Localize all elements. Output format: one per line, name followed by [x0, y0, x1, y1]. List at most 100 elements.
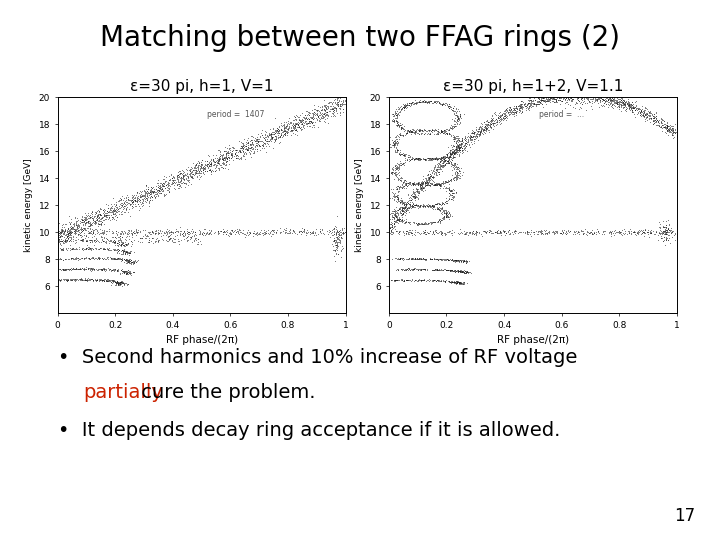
- Point: [426, 154, 438, 163]
- Point: [240, 144, 251, 153]
- Point: [386, 224, 397, 233]
- Point: [120, 255, 131, 264]
- Point: [55, 244, 66, 253]
- Point: [558, 226, 570, 234]
- Point: [424, 172, 436, 181]
- Point: [85, 223, 96, 232]
- Point: [418, 186, 429, 195]
- Point: [278, 118, 289, 126]
- Point: [120, 228, 131, 237]
- Point: [174, 226, 186, 235]
- Point: [602, 96, 613, 105]
- Point: [179, 228, 191, 237]
- Point: [456, 164, 467, 172]
- Point: [143, 188, 155, 197]
- Point: [516, 96, 527, 105]
- Point: [220, 227, 231, 235]
- Point: [413, 98, 424, 107]
- Point: [301, 116, 312, 125]
- Point: [443, 188, 454, 197]
- Point: [163, 176, 175, 184]
- Point: [424, 255, 436, 264]
- Point: [396, 183, 408, 192]
- Point: [267, 128, 279, 137]
- Point: [662, 126, 674, 135]
- Point: [107, 233, 118, 241]
- Point: [148, 191, 160, 199]
- Point: [125, 256, 137, 265]
- Point: [443, 158, 454, 167]
- Point: [145, 184, 157, 192]
- Point: [627, 104, 639, 112]
- Point: [452, 145, 464, 154]
- Point: [209, 160, 220, 169]
- Point: [145, 185, 157, 194]
- Point: [392, 215, 403, 224]
- Point: [473, 123, 485, 131]
- Point: [459, 140, 470, 149]
- Point: [446, 266, 457, 274]
- Point: [107, 255, 119, 264]
- Point: [408, 202, 419, 211]
- Point: [433, 200, 445, 208]
- Point: [297, 123, 309, 131]
- Point: [395, 129, 406, 137]
- Point: [397, 180, 408, 189]
- Point: [140, 184, 152, 193]
- Point: [413, 219, 424, 228]
- Point: [89, 244, 100, 253]
- Point: [248, 149, 260, 158]
- Point: [122, 280, 133, 289]
- Point: [408, 128, 420, 137]
- Point: [649, 114, 660, 123]
- Point: [84, 243, 95, 252]
- Point: [647, 119, 659, 128]
- Point: [100, 199, 112, 208]
- Point: [549, 91, 560, 99]
- Point: [505, 106, 517, 114]
- Point: [440, 126, 451, 135]
- Point: [328, 224, 339, 233]
- Point: [433, 217, 444, 226]
- Point: [444, 156, 455, 164]
- Point: [201, 228, 212, 237]
- Point: [298, 228, 310, 237]
- Point: [436, 231, 448, 240]
- Point: [398, 204, 410, 213]
- Point: [403, 100, 415, 109]
- Point: [644, 228, 655, 237]
- Point: [57, 265, 68, 273]
- Point: [202, 164, 214, 172]
- Point: [398, 127, 410, 136]
- Point: [528, 102, 539, 110]
- Point: [174, 240, 185, 248]
- Point: [413, 228, 424, 237]
- Point: [339, 99, 351, 108]
- Point: [331, 228, 343, 237]
- Point: [333, 238, 344, 246]
- Point: [492, 228, 504, 237]
- Point: [401, 155, 413, 164]
- Point: [80, 224, 91, 233]
- Point: [271, 125, 283, 133]
- Point: [177, 232, 189, 241]
- Point: [124, 269, 135, 278]
- Point: [118, 202, 130, 211]
- Point: [647, 111, 659, 120]
- Point: [419, 202, 431, 211]
- Point: [420, 265, 431, 274]
- Point: [140, 189, 151, 198]
- Point: [78, 215, 89, 224]
- Point: [483, 120, 495, 129]
- Point: [115, 238, 127, 247]
- Point: [433, 162, 444, 171]
- Point: [129, 195, 140, 204]
- Point: [438, 130, 450, 138]
- Point: [310, 111, 321, 120]
- Point: [393, 214, 405, 223]
- Point: [154, 181, 166, 190]
- Point: [75, 235, 86, 244]
- Point: [90, 276, 102, 285]
- Point: [79, 226, 91, 234]
- Point: [109, 238, 121, 246]
